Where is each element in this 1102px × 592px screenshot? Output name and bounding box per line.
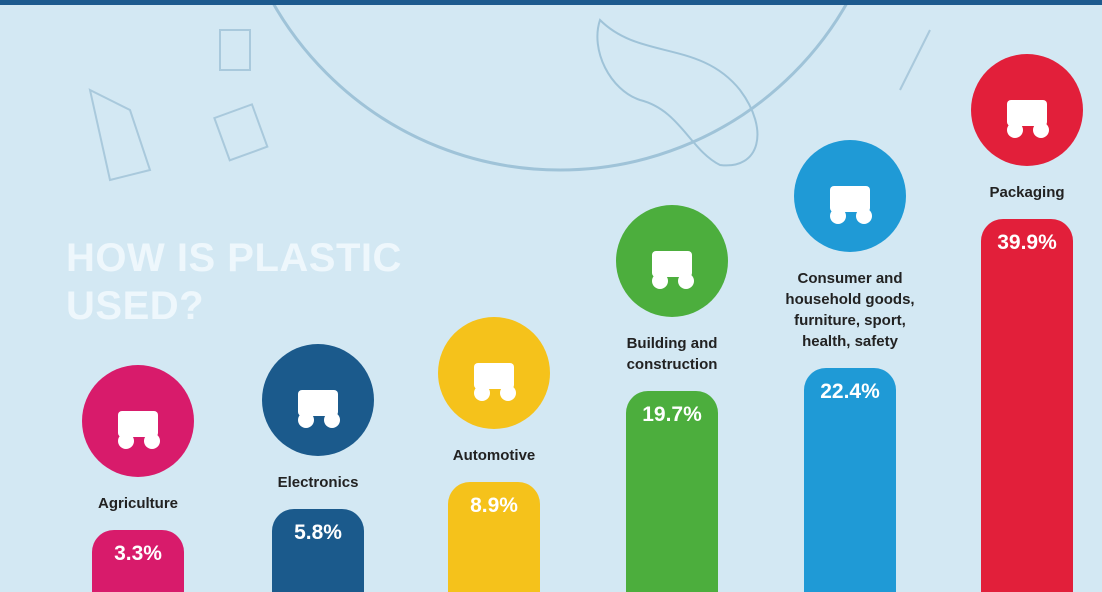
bar [626, 390, 718, 592]
value-label: 39.9% [997, 230, 1057, 254]
category-label: Consumer and household goods, furniture,… [785, 269, 915, 350]
value-label: 3.3% [114, 541, 162, 565]
category-icon [438, 317, 550, 430]
icon-shape [144, 432, 160, 449]
continent [596, 18, 759, 167]
icon-shape [652, 272, 668, 289]
icon-glyph [298, 389, 340, 428]
icon-glyph [652, 250, 694, 289]
spoon-doodle [899, 29, 931, 91]
category: Electronics [228, 343, 408, 493]
value-label: 22.4% [820, 379, 880, 403]
category: Agriculture [48, 364, 228, 514]
bar [272, 508, 364, 592]
category: Building and construction [582, 204, 762, 375]
icon-shape [298, 411, 314, 428]
category: Automotive [404, 317, 584, 466]
chart-title: HOW IS PLASTIC USED? [66, 236, 402, 328]
bar [804, 367, 896, 592]
globe-outline [269, 0, 851, 172]
icon-shape [474, 363, 514, 390]
icon-glyph [830, 185, 872, 224]
icon-glyph [118, 410, 160, 449]
bar [981, 218, 1073, 592]
icon-shape [652, 250, 692, 277]
icon-shape [830, 185, 870, 212]
icon-shape [118, 410, 158, 437]
category: Consumer and household goods, furniture,… [760, 139, 940, 352]
icon-shape [1033, 121, 1049, 138]
icon-shape [500, 385, 516, 402]
category-label: Electronics [277, 473, 359, 491]
packet-doodle [213, 103, 269, 162]
icon-glyph [474, 363, 516, 402]
icon-shape [856, 207, 872, 224]
cup-doodle [219, 29, 251, 71]
icon-shape [1007, 99, 1047, 126]
icon-shape [118, 432, 134, 449]
icon-shape [298, 389, 338, 416]
top-band [0, 0, 1102, 5]
bag-doodle [88, 88, 152, 182]
value-label: 8.9% [470, 494, 518, 518]
value-label: 5.8% [294, 520, 342, 544]
icon-shape [324, 411, 340, 428]
bar [92, 529, 184, 592]
icon-glyph [1007, 99, 1049, 138]
icon-shape [830, 207, 846, 224]
icon-shape [1007, 121, 1023, 138]
category-label: Agriculture [97, 494, 178, 512]
icon-shape [678, 272, 694, 289]
category-label: Automotive [452, 447, 536, 465]
category-icon [616, 204, 728, 317]
value-label: 19.7% [642, 402, 702, 426]
category-icon [82, 364, 194, 477]
category-icon [262, 343, 374, 456]
category: Packaging [937, 53, 1102, 203]
category-label: Building and construction [626, 334, 718, 373]
category-icon [971, 53, 1083, 166]
icon-shape [474, 385, 490, 402]
category-label: Packaging [989, 183, 1065, 201]
category-icon [794, 139, 906, 252]
bar [448, 482, 540, 592]
